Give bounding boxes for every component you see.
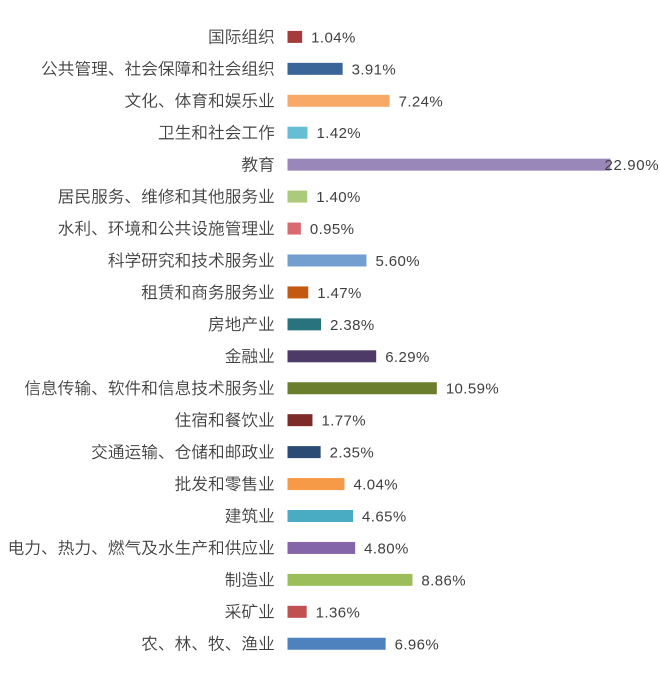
svg-text:6.96%: 6.96%: [395, 636, 440, 653]
svg-text:1.40%: 1.40%: [316, 189, 361, 206]
svg-text:2.35%: 2.35%: [330, 445, 375, 462]
svg-text:7.24%: 7.24%: [399, 93, 444, 110]
svg-text:22.90%: 22.90%: [605, 157, 660, 174]
svg-text:4.65%: 4.65%: [362, 509, 407, 526]
svg-text:1.77%: 1.77%: [321, 413, 366, 430]
svg-text:1.47%: 1.47%: [317, 285, 362, 302]
svg-text:4.04%: 4.04%: [353, 477, 398, 494]
svg-text:5.60%: 5.60%: [375, 253, 420, 270]
svg-text:6.29%: 6.29%: [385, 349, 430, 366]
svg-text:8.86%: 8.86%: [421, 572, 466, 589]
svg-text:4.80%: 4.80%: [364, 540, 409, 557]
svg-text:2.38%: 2.38%: [330, 317, 375, 334]
svg-text:1.36%: 1.36%: [316, 604, 361, 621]
svg-text:0.95%: 0.95%: [310, 221, 355, 238]
svg-text:10.59%: 10.59%: [446, 381, 499, 398]
svg-text:1.42%: 1.42%: [317, 125, 362, 142]
svg-text:1.04%: 1.04%: [311, 29, 356, 46]
svg-text:3.91%: 3.91%: [352, 61, 397, 78]
